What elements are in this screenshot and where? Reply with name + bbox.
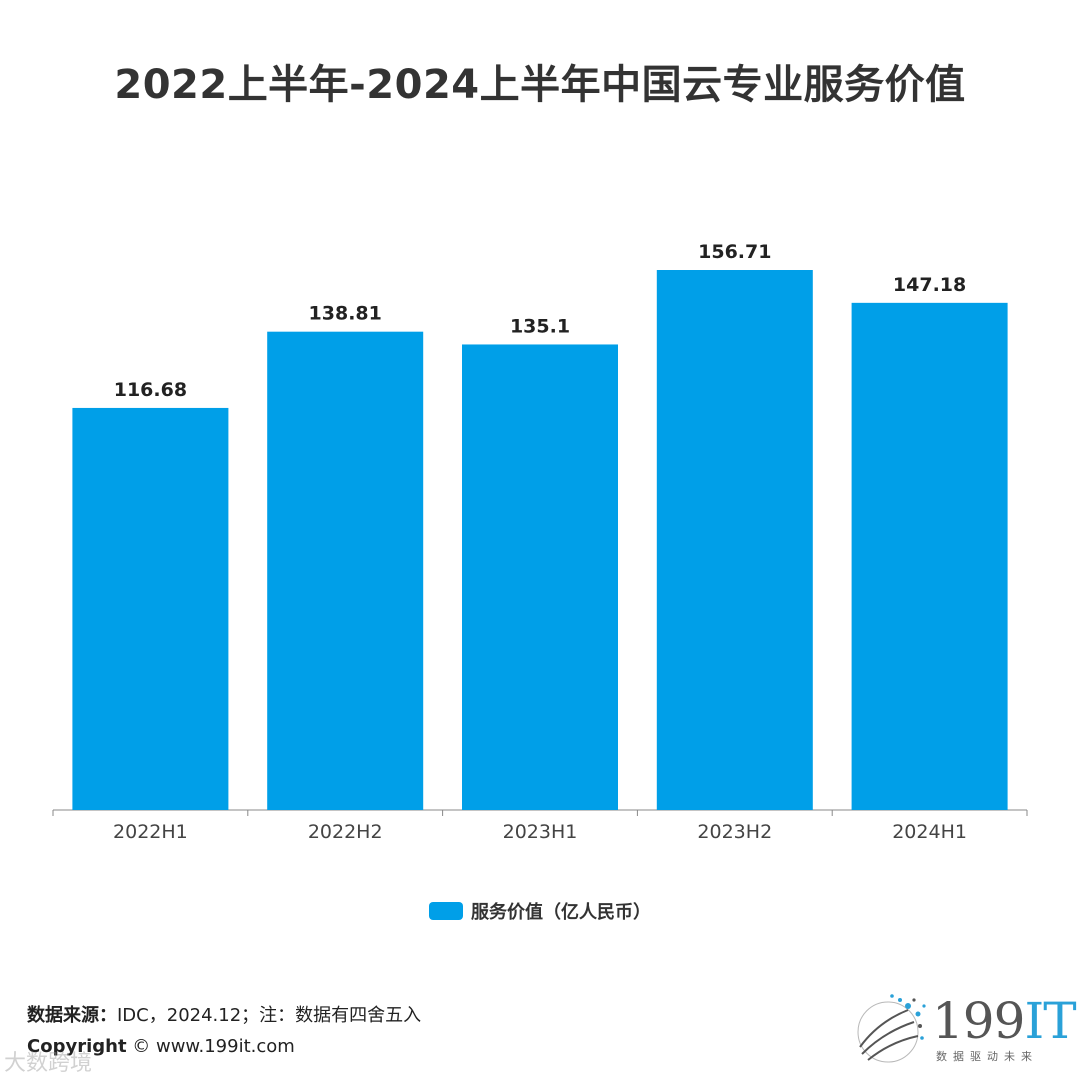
dots-logo-icon bbox=[857, 994, 926, 1063]
x-tick-label-2024H1: 2024H1 bbox=[892, 821, 967, 843]
bar-2023H2 bbox=[656, 270, 813, 810]
logo-tagline: 数据驱动未来 bbox=[936, 1050, 1038, 1063]
data-label-2022H1: 116.68 bbox=[114, 379, 187, 401]
source-text: IDC，2024.12；注：数据有四舍五入 bbox=[117, 1005, 422, 1026]
data-label-2023H2: 156.71 bbox=[698, 241, 771, 263]
logo-text: 199IT bbox=[932, 992, 1077, 1050]
copyright: Copyright © www.199it.com bbox=[27, 1036, 295, 1057]
bar-2023H1 bbox=[462, 344, 618, 810]
logo-accent: IT bbox=[1024, 992, 1076, 1050]
legend: 服务价值（亿人民币） bbox=[0, 898, 1080, 924]
brand-logo: 199IT 数据驱动未来 bbox=[848, 992, 1077, 1067]
x-tick-label-2023H1: 2023H1 bbox=[503, 821, 578, 843]
data-label-2023H1: 135.1 bbox=[510, 315, 570, 337]
data-label-2022H2: 138.81 bbox=[309, 303, 382, 325]
bar-2022H2 bbox=[267, 331, 424, 810]
x-tick-label-2023H2: 2023H2 bbox=[697, 821, 772, 843]
watermark: 大数跨境 bbox=[4, 1051, 93, 1076]
legend-swatch bbox=[429, 902, 463, 920]
logo-main: 199 bbox=[932, 992, 1025, 1050]
copyright-label: Copyright bbox=[27, 1036, 127, 1057]
chart-title: 2022上半年-2024上半年中国云专业服务价值 bbox=[114, 62, 966, 108]
data-source: 数据来源：IDC，2024.12；注：数据有四舍五入 bbox=[27, 1001, 421, 1027]
legend-label: 服务价值（亿人民币） bbox=[471, 902, 651, 923]
bar-2022H1 bbox=[72, 407, 229, 810]
data-label-2024H1: 147.18 bbox=[893, 274, 966, 296]
x-tick-label-2022H1: 2022H1 bbox=[113, 821, 188, 843]
source-label: 数据来源： bbox=[27, 1005, 117, 1026]
bar-2024H1 bbox=[851, 302, 1008, 810]
x-tick-label-2022H2: 2022H2 bbox=[308, 821, 383, 843]
copyright-text: © www.199it.com bbox=[126, 1036, 295, 1057]
